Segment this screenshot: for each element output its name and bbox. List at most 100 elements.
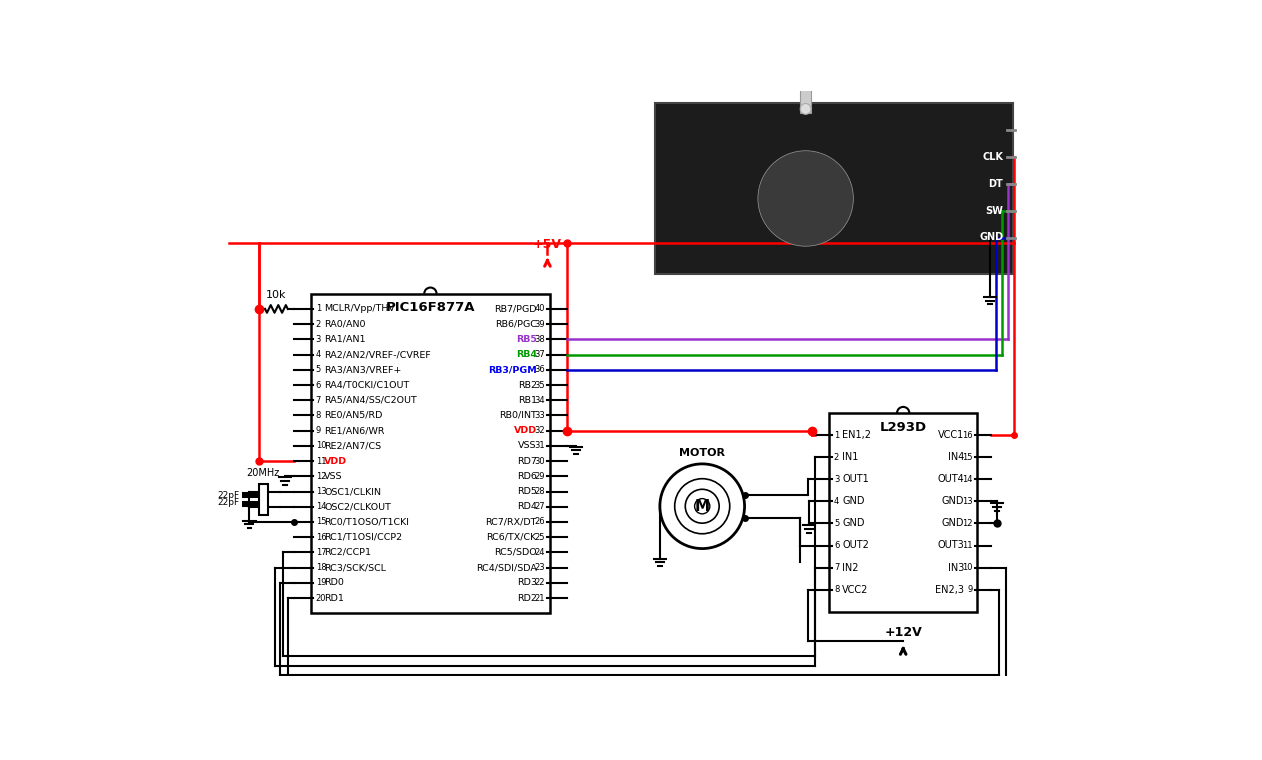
Text: RD5: RD5 — [517, 487, 536, 496]
Text: RC4/SDI/SDA: RC4/SDI/SDA — [476, 563, 536, 572]
Text: 31: 31 — [535, 442, 545, 451]
Text: IN4: IN4 — [948, 452, 964, 462]
Circle shape — [791, 185, 819, 212]
Text: 3: 3 — [834, 475, 839, 484]
Text: 15: 15 — [316, 518, 326, 527]
Text: L293D: L293D — [880, 421, 926, 434]
Text: 40: 40 — [535, 305, 545, 313]
Text: 1: 1 — [316, 305, 321, 313]
Text: VSS: VSS — [519, 442, 536, 451]
Text: 22: 22 — [535, 578, 545, 587]
Text: RC1/T1OSI/CCP2: RC1/T1OSI/CCP2 — [324, 533, 403, 542]
Text: GND: GND — [979, 233, 1003, 242]
Text: 19: 19 — [316, 578, 326, 587]
Text: RE2/AN7/CS: RE2/AN7/CS — [324, 442, 381, 451]
Text: +12V: +12V — [885, 625, 923, 638]
Text: 23: 23 — [535, 563, 545, 572]
Text: RC3/SCK/SCL: RC3/SCK/SCL — [324, 563, 386, 572]
Text: 28: 28 — [535, 487, 545, 496]
Text: 35: 35 — [535, 381, 545, 390]
Text: 34: 34 — [535, 396, 545, 405]
Text: OSC2/CLKOUT: OSC2/CLKOUT — [324, 502, 391, 511]
Text: 36: 36 — [534, 366, 545, 374]
Text: 6: 6 — [316, 381, 321, 390]
Text: RC7/RX/DT: RC7/RX/DT — [486, 518, 536, 527]
Bar — [259, 483, 268, 515]
Circle shape — [660, 464, 745, 549]
Text: MCLR/Vpp/THV: MCLR/Vpp/THV — [324, 305, 395, 313]
Text: RA2/AN2/VREF-/CVREF: RA2/AN2/VREF-/CVREF — [324, 350, 430, 359]
Circle shape — [799, 192, 811, 204]
Text: OSC1/CLKIN: OSC1/CLKIN — [324, 487, 381, 496]
Text: M: M — [694, 499, 709, 514]
Text: GND: GND — [941, 496, 964, 506]
Text: 29: 29 — [535, 472, 545, 481]
Text: RB5: RB5 — [516, 335, 536, 344]
Text: OUT1: OUT1 — [842, 474, 870, 484]
Text: RB2: RB2 — [517, 381, 536, 390]
Text: RD0: RD0 — [324, 578, 345, 587]
Text: RA0/AN0: RA0/AN0 — [324, 320, 366, 328]
Text: 37: 37 — [534, 350, 545, 359]
Text: VCC1: VCC1 — [938, 430, 964, 440]
Text: 22pF: 22pF — [217, 499, 240, 508]
Text: VSS: VSS — [324, 472, 343, 481]
Text: 10k: 10k — [266, 290, 286, 300]
Text: RD3: RD3 — [516, 578, 536, 587]
Text: SW: SW — [986, 205, 1003, 216]
Text: RD7: RD7 — [517, 457, 536, 466]
Text: GND: GND — [842, 496, 864, 506]
Circle shape — [774, 166, 838, 231]
Text: VCC2: VCC2 — [842, 584, 868, 594]
Text: 17: 17 — [316, 548, 327, 557]
Text: RC5/SDO: RC5/SDO — [493, 548, 536, 557]
Text: 3: 3 — [316, 335, 321, 344]
Text: RC0/T1OSO/T1CKI: RC0/T1OSO/T1CKI — [324, 518, 409, 527]
Text: 15: 15 — [962, 453, 973, 462]
Text: 7: 7 — [834, 563, 839, 572]
Text: RC2/CCP1: RC2/CCP1 — [324, 548, 371, 557]
Text: 16: 16 — [316, 533, 327, 542]
Text: OUT4: OUT4 — [938, 474, 964, 484]
Text: 39: 39 — [535, 320, 545, 328]
Text: RE0/AN5/RD: RE0/AN5/RD — [324, 411, 382, 420]
Text: DT: DT — [988, 179, 1003, 188]
Text: RB0/INT: RB0/INT — [498, 411, 536, 420]
Text: 22pF: 22pF — [217, 491, 240, 500]
Text: 21: 21 — [535, 594, 545, 603]
Text: 16: 16 — [962, 431, 973, 439]
Circle shape — [800, 103, 811, 114]
Text: 8: 8 — [316, 411, 321, 420]
Text: 9: 9 — [316, 426, 321, 435]
Text: OUT3: OUT3 — [938, 540, 964, 550]
Text: RB3/PGM: RB3/PGM — [488, 366, 536, 374]
Text: 11: 11 — [316, 457, 326, 466]
Text: CLK: CLK — [982, 152, 1003, 162]
Circle shape — [758, 150, 853, 246]
Text: RB4: RB4 — [516, 350, 536, 359]
Text: GND: GND — [941, 518, 964, 528]
Text: 5: 5 — [316, 366, 321, 374]
Text: 9: 9 — [967, 585, 973, 594]
Text: 2: 2 — [316, 320, 321, 328]
Text: 11: 11 — [962, 541, 973, 550]
Bar — [310, 293, 550, 613]
Text: 13: 13 — [316, 487, 327, 496]
Text: 18: 18 — [316, 563, 327, 572]
Text: 14: 14 — [962, 475, 973, 484]
Text: RD4: RD4 — [517, 502, 536, 511]
Text: 10: 10 — [316, 442, 326, 451]
Text: 14: 14 — [316, 502, 326, 511]
Circle shape — [764, 156, 848, 241]
Text: RE1/AN6/WR: RE1/AN6/WR — [324, 426, 385, 435]
Text: 33: 33 — [534, 411, 545, 420]
Text: 26: 26 — [535, 518, 545, 527]
Text: RA3/AN3/VREF+: RA3/AN3/VREF+ — [324, 366, 401, 374]
Text: 24: 24 — [535, 548, 545, 557]
Text: IN3: IN3 — [948, 562, 964, 572]
Text: 7: 7 — [316, 396, 321, 405]
Text: 12: 12 — [962, 519, 973, 528]
Text: 38: 38 — [534, 335, 545, 344]
Text: EN1,2: EN1,2 — [842, 430, 871, 440]
Text: 12: 12 — [316, 472, 326, 481]
